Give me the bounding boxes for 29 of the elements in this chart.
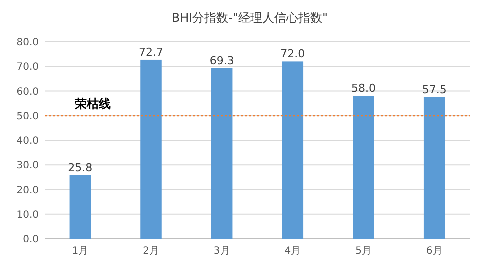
data-label: 57.5 [422,83,447,96]
y-tick-label: 80.0 [16,38,39,48]
x-tick-label: 4月 [284,246,302,257]
y-tick-label: 40.0 [16,136,39,147]
y-tick-label: 70.0 [16,62,39,74]
x-tick-label: 5月 [356,246,372,257]
bar [70,175,92,239]
x-tick-label: 1月 [72,246,89,257]
y-tick-label: 20.0 [16,185,39,196]
data-label: 72.0 [280,48,306,61]
y-tick-label: 50.0 [16,111,39,122]
data-label: 25.8 [68,161,93,174]
chart-title: BHI分指数-"经理人信心指数" [172,11,328,25]
x-tick-label: 2月 [143,246,160,257]
bar [424,97,446,239]
y-tick-label: 10.0 [16,210,39,221]
x-tick-label: 3月 [214,246,230,257]
y-tick-label: 30.0 [16,160,39,172]
bar [211,68,233,239]
ref-line-label: 荣枯线 [74,96,111,111]
y-tick-label: 60.0 [16,86,39,98]
data-label: 72.7 [139,46,164,59]
bar [282,62,304,239]
bar [140,60,162,239]
data-label: 58.0 [352,82,376,96]
x-tick-label: 6月 [426,246,443,257]
bar [353,96,374,239]
y-tick-label: 0.0 [23,234,39,246]
data-label: 69.3 [210,54,234,68]
